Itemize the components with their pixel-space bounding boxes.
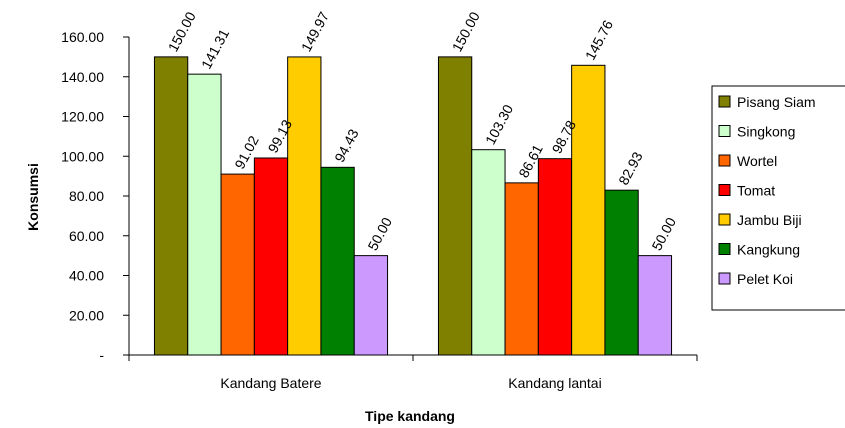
y-tick-label: 120.00 (61, 109, 104, 125)
legend-swatch (718, 125, 731, 137)
bar (220, 173, 255, 356)
y-axis-ticks: - 20.00 40.00 60.00 80.00 100.00 120.00 140.00 1… (61, 29, 129, 363)
legend-label: Wortel (737, 153, 777, 169)
legend-label: Kangkung (737, 242, 800, 258)
bar (353, 255, 389, 356)
bar (637, 255, 673, 356)
x-axis-title: Tipe kandang (365, 408, 455, 424)
y-tick-label: 20.00 (69, 307, 104, 323)
legend-swatch (718, 213, 731, 226)
bar (437, 56, 473, 356)
bar-data-label: 50.00 (364, 214, 395, 253)
bar-data-label: 150.00 (449, 9, 483, 55)
bar (253, 157, 289, 356)
legend-label: Tomat (737, 183, 775, 199)
bar (537, 158, 573, 356)
bar-data-label: 82.93 (615, 149, 646, 188)
bar (287, 56, 322, 356)
y-tick-label: 40.00 (69, 268, 104, 284)
legend-label: Singkong (737, 124, 795, 140)
legend: Pisang Siam Singkong Wortel Tomat Jambu Biji… (711, 85, 845, 311)
bar-data-label: 50.00 (648, 214, 679, 253)
bar (320, 166, 355, 356)
bar-data-label: 94.43 (331, 126, 362, 165)
bar (604, 189, 639, 356)
bar (504, 182, 539, 356)
legend-swatch (718, 272, 731, 285)
bar-data-label: 141.31 (198, 26, 232, 72)
y-tick-label: 160.00 (61, 29, 104, 45)
legend-label: Jambu Biji (737, 212, 802, 228)
bar-data-label: 150.00 (165, 9, 199, 55)
y-tick-label: - (99, 347, 104, 363)
bar (153, 56, 189, 356)
bar-data-label: 103.30 (482, 102, 516, 148)
bar-data-label: 145.76 (582, 17, 616, 63)
y-axis-title: Konsumsi (25, 163, 41, 231)
bar-data-label: 149.97 (298, 9, 332, 55)
legend-box (711, 85, 845, 311)
x-axis-ticks: Kandang Batere Kandang lantai (128, 355, 698, 391)
legend-swatch (718, 95, 731, 108)
y-tick-label: 80.00 (69, 188, 104, 204)
legend-swatch (718, 184, 731, 196)
legend-swatch (718, 243, 731, 255)
y-tick-label: 100.00 (61, 148, 104, 164)
y-tick-label: 60.00 (69, 228, 104, 244)
bar (571, 64, 606, 356)
y-tick-label: 140.00 (61, 69, 104, 85)
x-tick-label: Kandang lantai (508, 375, 601, 391)
bars (153, 56, 673, 356)
legend-label: Pisang Siam (737, 94, 816, 110)
legend-label: Pelet Koi (737, 271, 793, 287)
bar (471, 149, 506, 356)
x-tick-label: Kandang Batere (220, 375, 321, 391)
legend-swatch (718, 154, 731, 167)
bar (187, 73, 222, 356)
